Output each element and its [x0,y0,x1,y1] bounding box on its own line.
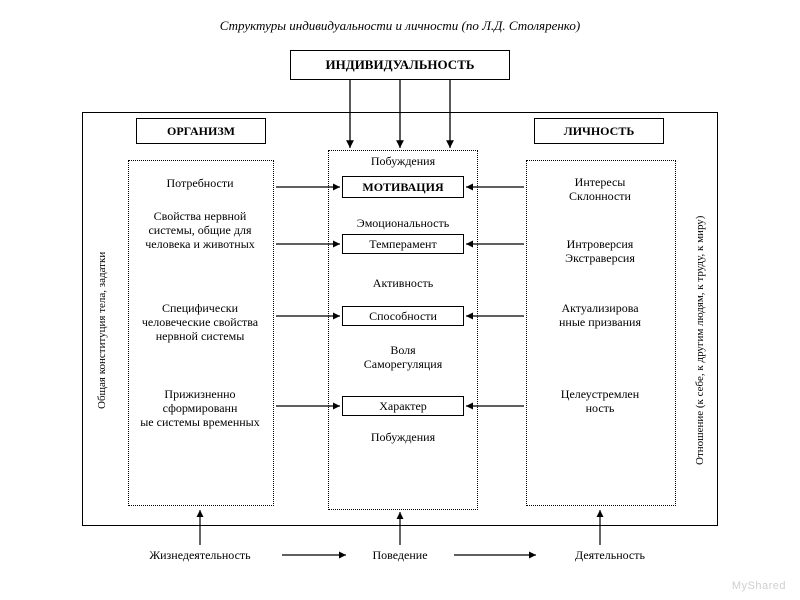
center-label-emotion: Эмоциональность [328,216,478,231]
abilities-box: Способности [342,306,464,326]
right-item-1: Интересы Склонности [530,176,670,204]
temperament-box: Темперамент [342,234,464,254]
left-item-1: Потребности [130,176,270,191]
bottom-label-2: Поведение [350,548,450,563]
right-item-2: Интроверсия Экстраверсия [530,238,670,266]
right-item-4: Целеустремлен ность [530,388,670,416]
left-item-2: Свойства нервной системы, общие для чело… [130,210,270,251]
diagram-title: Структуры индивидуальности и личности (п… [0,18,800,34]
right-dotted-col [526,160,676,506]
watermark: MyShared [732,580,786,592]
center-label-pobuzh-bottom: Побуждения [328,430,478,445]
left-item-3: Специфически человеческие свойства нервн… [130,302,270,343]
character-box: Характер [342,396,464,416]
motivation-box: МОТИВАЦИЯ [342,176,464,198]
left-vertical-label: Общая конституция тела, задатки [96,200,108,460]
organism-header: ОРГАНИЗМ [136,118,266,144]
center-dotted-col [328,150,478,510]
right-item-3: Актуализирова нные призвания [530,302,670,330]
bottom-label-1: Жизнедеятельность [120,548,280,563]
right-vertical-label: Отношение (к себе, к другим людям, к тру… [694,180,706,500]
center-label-pobuzh-top: Побуждения [328,154,478,169]
individuality-box: ИНДИВИДУАЛЬНОСТЬ [290,50,510,80]
center-label-activity: Активность [328,276,478,291]
bottom-label-3: Деятельность [540,548,680,563]
left-item-4: Прижизненно сформированн ые системы врем… [130,388,270,429]
center-label-will: Воля Саморегуляция [328,344,478,372]
personality-header: ЛИЧНОСТЬ [534,118,664,144]
